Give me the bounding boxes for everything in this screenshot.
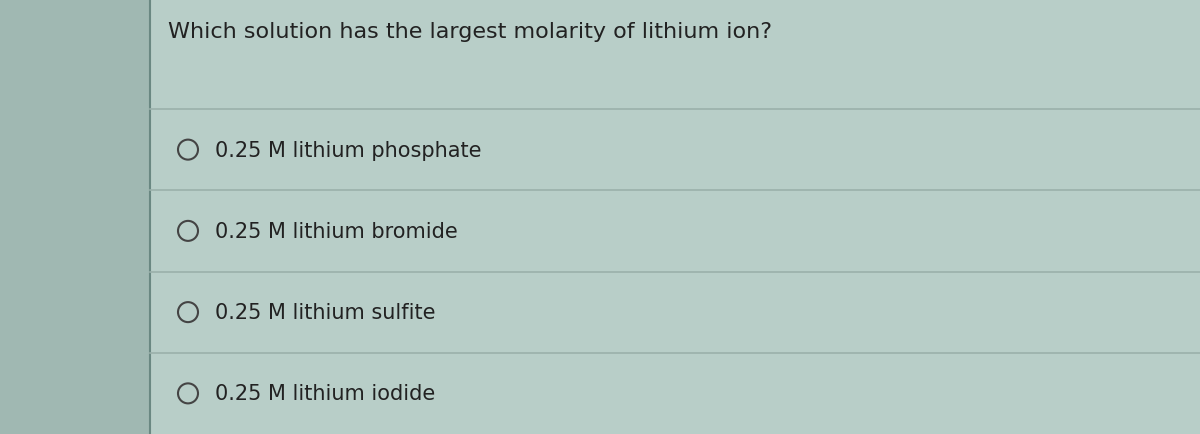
Text: 0.25 M lithium phosphate: 0.25 M lithium phosphate xyxy=(215,140,481,160)
Text: 0.25 M lithium bromide: 0.25 M lithium bromide xyxy=(215,221,457,241)
Text: Which solution has the largest molarity of lithium ion?: Which solution has the largest molarity … xyxy=(168,22,772,42)
Text: 0.25 M lithium iodide: 0.25 M lithium iodide xyxy=(215,384,436,404)
Text: 0.25 M lithium sulfite: 0.25 M lithium sulfite xyxy=(215,302,436,322)
Bar xyxy=(0,0,150,434)
